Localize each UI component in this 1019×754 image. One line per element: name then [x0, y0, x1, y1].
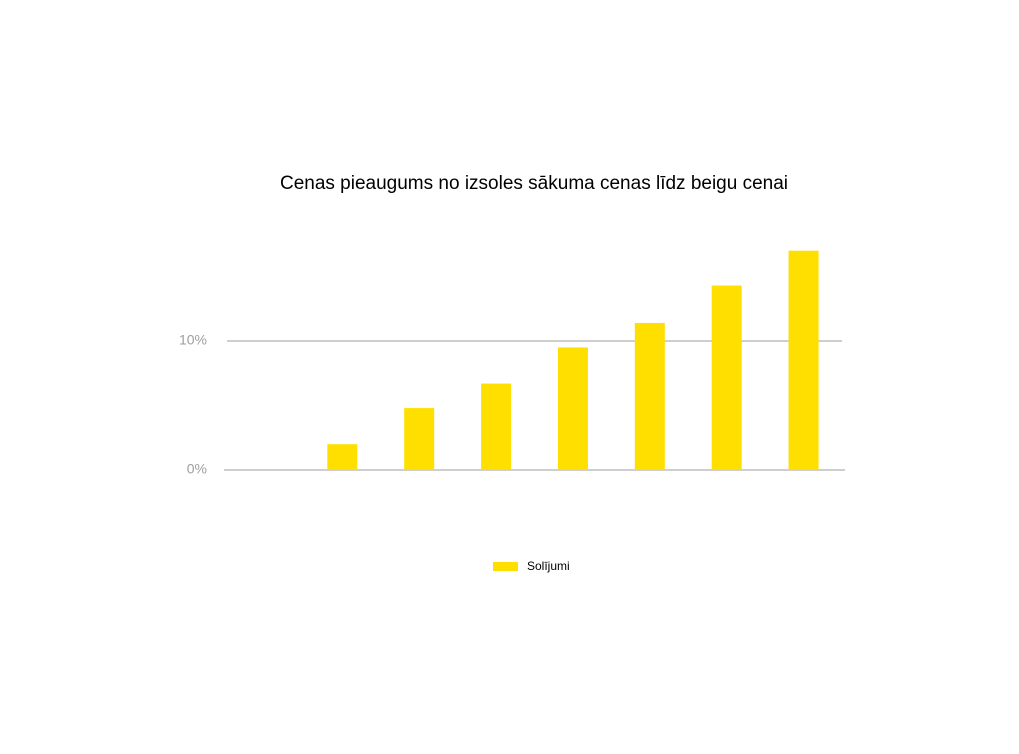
- legend-swatch: [493, 562, 518, 571]
- bar: [557, 347, 588, 470]
- legend-label: Solījumi: [527, 559, 570, 573]
- bar: [404, 408, 435, 470]
- bar: [327, 444, 358, 470]
- bar: [481, 383, 512, 470]
- chart-title: Cenas pieaugums no izsoles sākuma cenas …: [280, 173, 788, 194]
- bar: [788, 250, 819, 470]
- bar: [634, 322, 665, 470]
- bar: [711, 285, 742, 470]
- y-tick-label: 10%: [179, 332, 207, 348]
- y-tick-label: 0%: [187, 461, 207, 477]
